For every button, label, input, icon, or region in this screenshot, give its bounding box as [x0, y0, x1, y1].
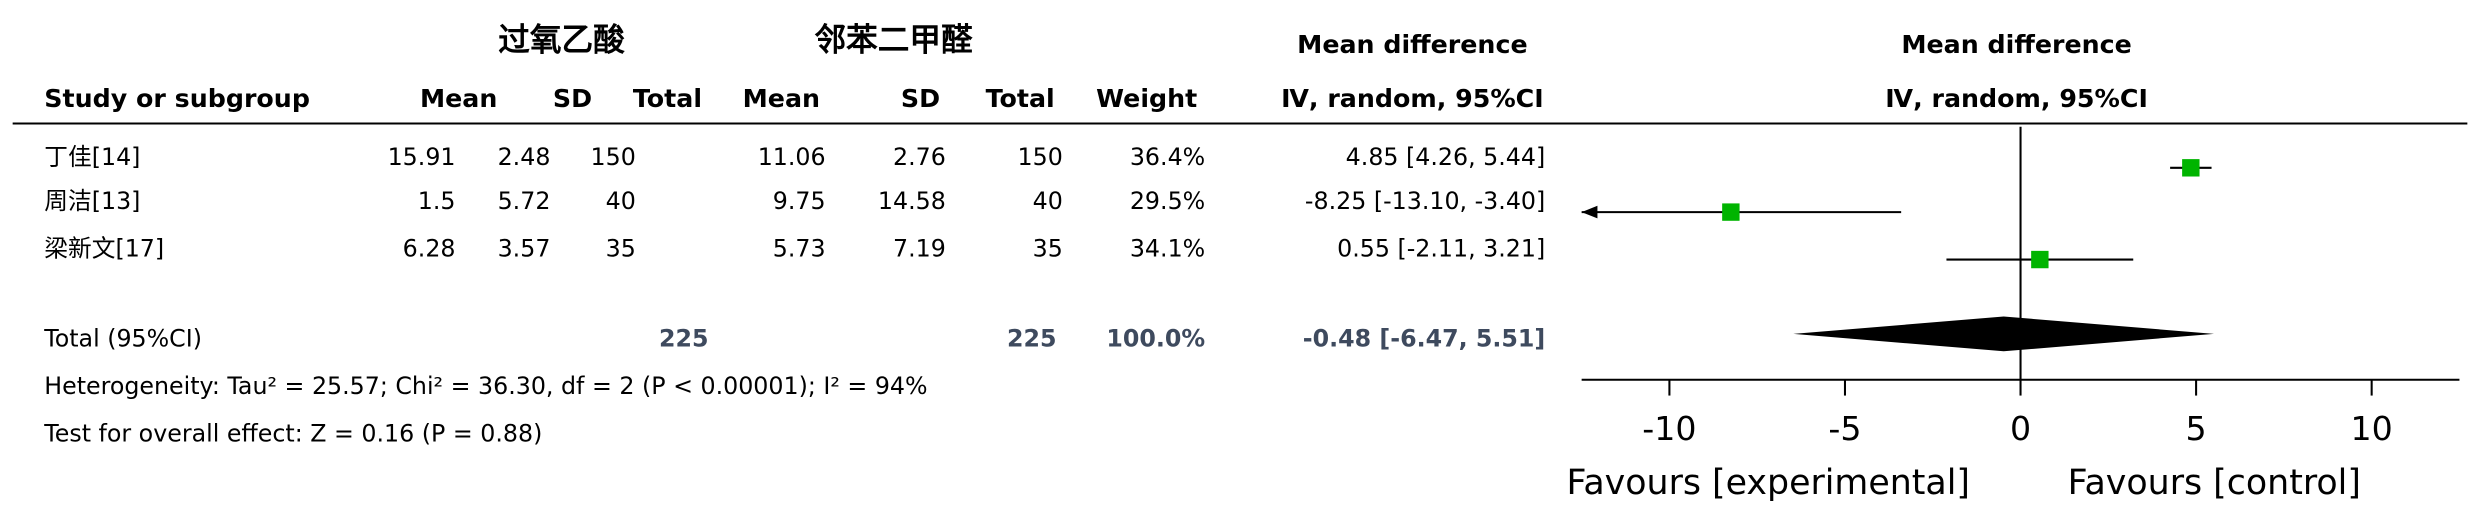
- table-cell: 150: [1018, 143, 1063, 171]
- table-cell: 3.57: [498, 235, 551, 263]
- column-header: Study or subgroup: [44, 84, 310, 113]
- column-header: SD: [553, 84, 592, 113]
- x-label: Favours [control]: [2068, 463, 2361, 503]
- table-cell: 14.58: [878, 187, 946, 215]
- total-effect-label: -0.48 [-6.47, 5.51]: [1303, 325, 1545, 353]
- group-header: 邻苯二甲醛: [815, 22, 974, 58]
- x-tick-label: 5: [2186, 409, 2207, 448]
- table-cell: 34.1%: [1130, 235, 1205, 263]
- study-name: 周洁[13]: [44, 187, 140, 215]
- x-label: Favours [experimental]: [1567, 463, 1970, 503]
- effect-label: 0.55 [-2.11, 3.21]: [1337, 235, 1545, 263]
- x-tick-label: -10: [1642, 409, 1696, 448]
- column-header: Weight: [1096, 84, 1197, 113]
- column-header: Total: [986, 84, 1055, 113]
- effect-subheader: Ⅳ, random, 95%CI: [1281, 84, 1544, 113]
- table-cell: 6.28: [403, 235, 456, 263]
- table-cell: 40: [606, 187, 636, 215]
- pooled-diamond: [1793, 316, 2215, 352]
- study-name: 丁佳[14]: [44, 143, 140, 171]
- group-header: 过氧乙酸: [498, 22, 625, 58]
- table-cell: 15.91: [388, 143, 456, 171]
- study-name: 梁新文[17]: [44, 235, 164, 263]
- plot-subheader: Ⅳ, random, 95%CI: [1885, 84, 2148, 113]
- table-cell: 5.72: [498, 187, 551, 215]
- overall-effect: Test for overall effect: Z = 0.16 (P = 0…: [43, 420, 542, 448]
- total-cell: 225: [1007, 325, 1057, 353]
- column-header: SD: [901, 84, 940, 113]
- table-cell: 2.76: [893, 143, 946, 171]
- total-name: Total (95%CI): [43, 325, 202, 353]
- effect-square: [2182, 159, 2200, 177]
- column-header: Mean: [743, 84, 820, 113]
- x-tick-label: -5: [1828, 409, 1861, 448]
- heterogeneity: Heterogeneity: Tau² = 25.57; Chi² = 36.3…: [44, 372, 927, 400]
- effect-header: Mean difference: [1297, 30, 1527, 59]
- table-cell: 35: [606, 235, 636, 263]
- plot-header: Mean difference: [1901, 30, 2131, 59]
- total-cell: 100.0%: [1106, 325, 1205, 353]
- table-cell: 150: [591, 143, 636, 171]
- effect-label: 4.85 [4.26, 5.44]: [1346, 143, 1546, 171]
- total-cell: 225: [659, 325, 709, 353]
- table-cell: 7.19: [893, 235, 946, 263]
- table-cell: 9.75: [773, 187, 826, 215]
- table-cell: 1.5: [418, 187, 456, 215]
- table-cell: 36.4%: [1130, 143, 1205, 171]
- column-header: Mean: [420, 84, 497, 113]
- x-tick-label: 10: [2351, 409, 2393, 448]
- effect-label: -8.25 [-13.10, -3.40]: [1305, 187, 1545, 215]
- effect-square: [1722, 203, 1740, 221]
- effect-square: [2031, 250, 2049, 269]
- table-cell: 5.73: [773, 235, 826, 263]
- column-header: Total: [633, 84, 702, 113]
- table-cell: 29.5%: [1130, 187, 1205, 215]
- table-cell: 11.06: [758, 143, 826, 171]
- table-cell: 40: [1033, 187, 1063, 215]
- table-cell: 2.48: [498, 143, 551, 171]
- table-cell: 35: [1033, 235, 1063, 263]
- x-tick-label: 0: [2010, 409, 2031, 448]
- ci-arrow: [1581, 205, 1598, 219]
